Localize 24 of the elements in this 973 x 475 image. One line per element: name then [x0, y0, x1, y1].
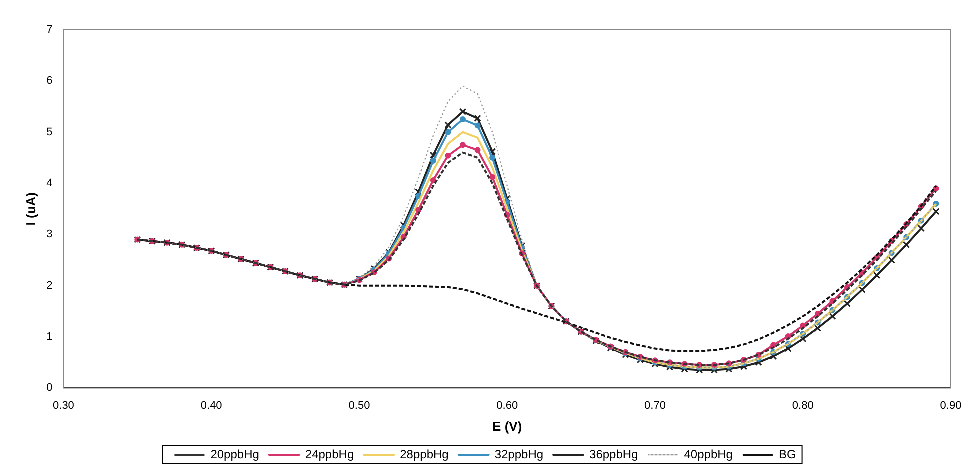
x-tick-label: 0.70	[644, 400, 666, 412]
x-tick-label: 0.60	[496, 400, 518, 412]
y-tick-label: 3	[46, 228, 53, 241]
y-tick-label: 2	[46, 280, 53, 292]
y-tick-label: 5	[46, 126, 53, 138]
legend-label: 20ppbHg	[210, 447, 260, 462]
y-tick-label: 1	[46, 331, 53, 344]
legend-label: 36ppbHg	[590, 447, 638, 462]
y-tick-label: 0	[46, 382, 53, 394]
y-tick-label: 7	[46, 24, 53, 36]
x-tick-label: 0.90	[940, 400, 962, 412]
legend-label: 40ppbHg	[684, 447, 733, 462]
x-axis-title: E (V)	[492, 418, 522, 434]
legend-label: 28ppbHg	[400, 447, 449, 462]
x-tick-label: 0.30	[53, 400, 74, 412]
legend-label: 32ppbHg	[494, 447, 544, 462]
y-tick-label: 4	[46, 178, 53, 190]
legend-label: 24ppbHg	[305, 447, 354, 462]
x-tick-label: 0.40	[200, 400, 222, 412]
y-axis-title: I (uA)	[23, 192, 38, 226]
x-tick-label: 0.80	[792, 400, 814, 412]
legend-label: BG	[778, 447, 796, 462]
x-tick-label: 0.50	[348, 400, 370, 412]
y-tick-label: 6	[46, 75, 53, 88]
